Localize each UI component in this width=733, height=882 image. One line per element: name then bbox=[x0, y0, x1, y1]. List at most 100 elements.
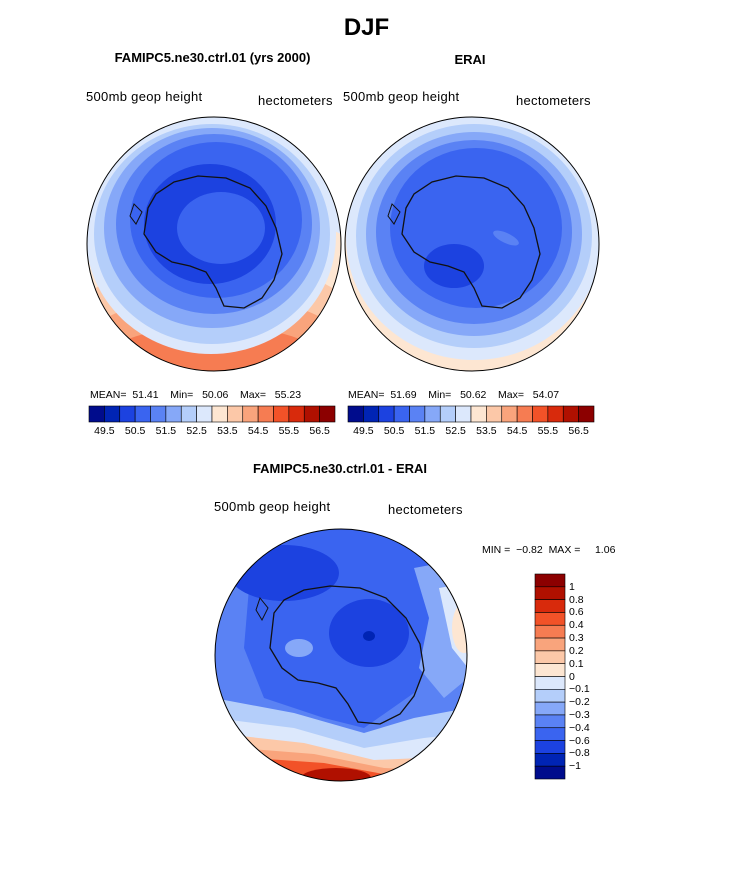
colorbar-tick-label: −0.1 bbox=[569, 683, 590, 696]
colorbar-swatch bbox=[88, 405, 105, 423]
model-units-label: hectometers bbox=[258, 93, 333, 108]
colorbar-swatch bbox=[486, 405, 503, 423]
colorbar-swatch bbox=[134, 405, 151, 423]
colorbar-tick-label: 53.5 bbox=[217, 425, 238, 437]
colorbar-swatch bbox=[516, 405, 533, 423]
colorbar-swatch bbox=[180, 405, 197, 423]
diff-stats: MIN = −0.82 MAX = 1.06 bbox=[482, 544, 615, 556]
colorbar-swatch bbox=[409, 405, 426, 423]
antarctica-outline bbox=[269, 585, 425, 725]
colorbar-swatch bbox=[534, 573, 566, 588]
colorbar-swatch bbox=[363, 405, 380, 423]
colorbar-swatch bbox=[534, 650, 566, 664]
colorbar-swatch bbox=[534, 586, 566, 600]
colorbar-tick-label: −0.4 bbox=[569, 721, 590, 734]
colorbar-swatch bbox=[347, 405, 364, 423]
colorbar-tick-label: 56.5 bbox=[568, 425, 589, 437]
colorbar-swatch bbox=[257, 405, 274, 423]
colorbar-tick-label: 53.5 bbox=[476, 425, 497, 437]
erai-colorbar-ticks: 49.5 50.5 51.5 52.5 53.5 54.5 55.5 56.5 bbox=[348, 425, 594, 439]
colorbar-tick-label: 0.6 bbox=[569, 606, 584, 619]
page-title: DJF bbox=[343, 14, 390, 41]
model-panel-title: FAMIPC5.ne30.ctrl.01 (yrs 2000) bbox=[114, 50, 311, 65]
model-max-value: 55.23 bbox=[274, 389, 302, 401]
diff-max-value: 1.06 bbox=[594, 544, 616, 556]
model-colorbar-ticks: 49.5 50.5 51.5 52.5 53.5 54.5 55.5 56.5 bbox=[89, 425, 335, 439]
colorbar-tick-label: 0.2 bbox=[569, 644, 584, 657]
antarctica-outline bbox=[143, 175, 283, 309]
erai-map bbox=[344, 116, 600, 372]
diff-min-value: −0.82 bbox=[516, 544, 543, 556]
colorbar-swatch bbox=[578, 405, 595, 423]
colorbar-tick-label: −0.2 bbox=[569, 696, 590, 709]
model-max-label: Max= bbox=[240, 389, 267, 401]
colorbar-swatch bbox=[227, 405, 244, 423]
colorbar-swatch bbox=[104, 405, 121, 423]
model-min-value: 50.06 bbox=[202, 389, 229, 401]
colorbar-swatch bbox=[534, 637, 566, 652]
model-mean-label: MEAN= bbox=[90, 389, 127, 401]
colorbar-tick-label: 51.5 bbox=[155, 425, 177, 437]
colorbar-swatch bbox=[196, 405, 213, 423]
diff-panel-title: FAMIPC5.ne30.ctrl.01 - ERAI bbox=[252, 461, 428, 476]
colorbar-tick-label: −0.8 bbox=[569, 747, 590, 760]
colorbar-swatch bbox=[534, 624, 566, 639]
diff-min-label: MIN = bbox=[482, 544, 511, 556]
colorbar-tick-label: 0.8 bbox=[569, 593, 584, 606]
colorbar-tick-label: 49.5 bbox=[94, 425, 115, 437]
colorbar-tick-label: 52.5 bbox=[445, 425, 466, 437]
colorbar-swatch bbox=[273, 405, 290, 423]
model-colorbar bbox=[88, 405, 336, 423]
colorbar-swatch bbox=[424, 405, 441, 423]
colorbar-swatch bbox=[534, 676, 566, 690]
erai-min-label: Min= bbox=[428, 389, 452, 401]
colorbar-swatch bbox=[288, 405, 305, 423]
colorbar-swatch bbox=[534, 599, 566, 613]
diff-map bbox=[214, 528, 468, 782]
colorbar-swatch bbox=[534, 701, 566, 716]
colorbar-tick-label: −1 bbox=[569, 760, 581, 773]
colorbar-swatch bbox=[470, 405, 487, 423]
model-variable-label: 500mb geop height bbox=[86, 89, 203, 104]
colorbar-swatch bbox=[534, 714, 566, 729]
colorbar-tick-label: 50.5 bbox=[383, 425, 405, 437]
diff-variable-label: 500mb geop height bbox=[214, 499, 331, 514]
colorbar-tick-label: 49.5 bbox=[353, 425, 374, 437]
colorbar-swatch bbox=[211, 405, 228, 423]
colorbar-swatch bbox=[534, 740, 566, 754]
colorbar-tick-label: 52.5 bbox=[186, 425, 207, 437]
erai-colorbar bbox=[347, 405, 595, 423]
antarctica-outline bbox=[401, 175, 541, 309]
colorbar-swatch bbox=[534, 727, 566, 741]
colorbar-swatch bbox=[119, 405, 136, 423]
colorbar-tick-label: 51.5 bbox=[414, 425, 436, 437]
colorbar-swatch bbox=[455, 405, 472, 423]
colorbar-swatch bbox=[165, 405, 182, 423]
colorbar-swatch bbox=[534, 689, 566, 703]
colorbar-tick-label: 1 bbox=[569, 580, 575, 593]
colorbar-tick-label: −0.3 bbox=[569, 708, 590, 721]
erai-min-value: 50.62 bbox=[460, 389, 487, 401]
diff-colorbar-ticks: 1 0.8 0.6 0.4 0.3 0.2 0.1 0 −0.1 −0.2 −0.3 −0.4 −0.6… bbox=[569, 574, 629, 779]
colorbar-swatch bbox=[547, 405, 564, 423]
diff-colorbar bbox=[534, 573, 566, 780]
colorbar-swatch bbox=[150, 405, 167, 423]
colorbar-tick-label: 0.4 bbox=[569, 619, 584, 632]
colorbar-swatch bbox=[378, 405, 395, 423]
colorbar-tick-label: 50.5 bbox=[124, 425, 146, 437]
colorbar-swatch bbox=[439, 405, 456, 423]
erai-max-label: Max= bbox=[498, 389, 525, 401]
model-map bbox=[86, 116, 342, 372]
erai-variable-label: 500mb geop height bbox=[343, 89, 460, 104]
diff-units-label: hectometers bbox=[388, 502, 463, 517]
colorbar-tick-label: 54.5 bbox=[247, 425, 269, 437]
colorbar-swatch bbox=[393, 405, 410, 423]
model-min-label: Min= bbox=[170, 389, 194, 401]
colorbar-tick-label: −0.6 bbox=[569, 734, 590, 747]
colorbar-swatch bbox=[242, 405, 259, 423]
colorbar-tick-label: 56.5 bbox=[309, 425, 330, 437]
colorbar-swatch bbox=[534, 765, 566, 780]
colorbar-tick-label: 0.3 bbox=[569, 632, 584, 645]
colorbar-swatch bbox=[501, 405, 518, 423]
colorbar-swatch bbox=[303, 405, 320, 423]
